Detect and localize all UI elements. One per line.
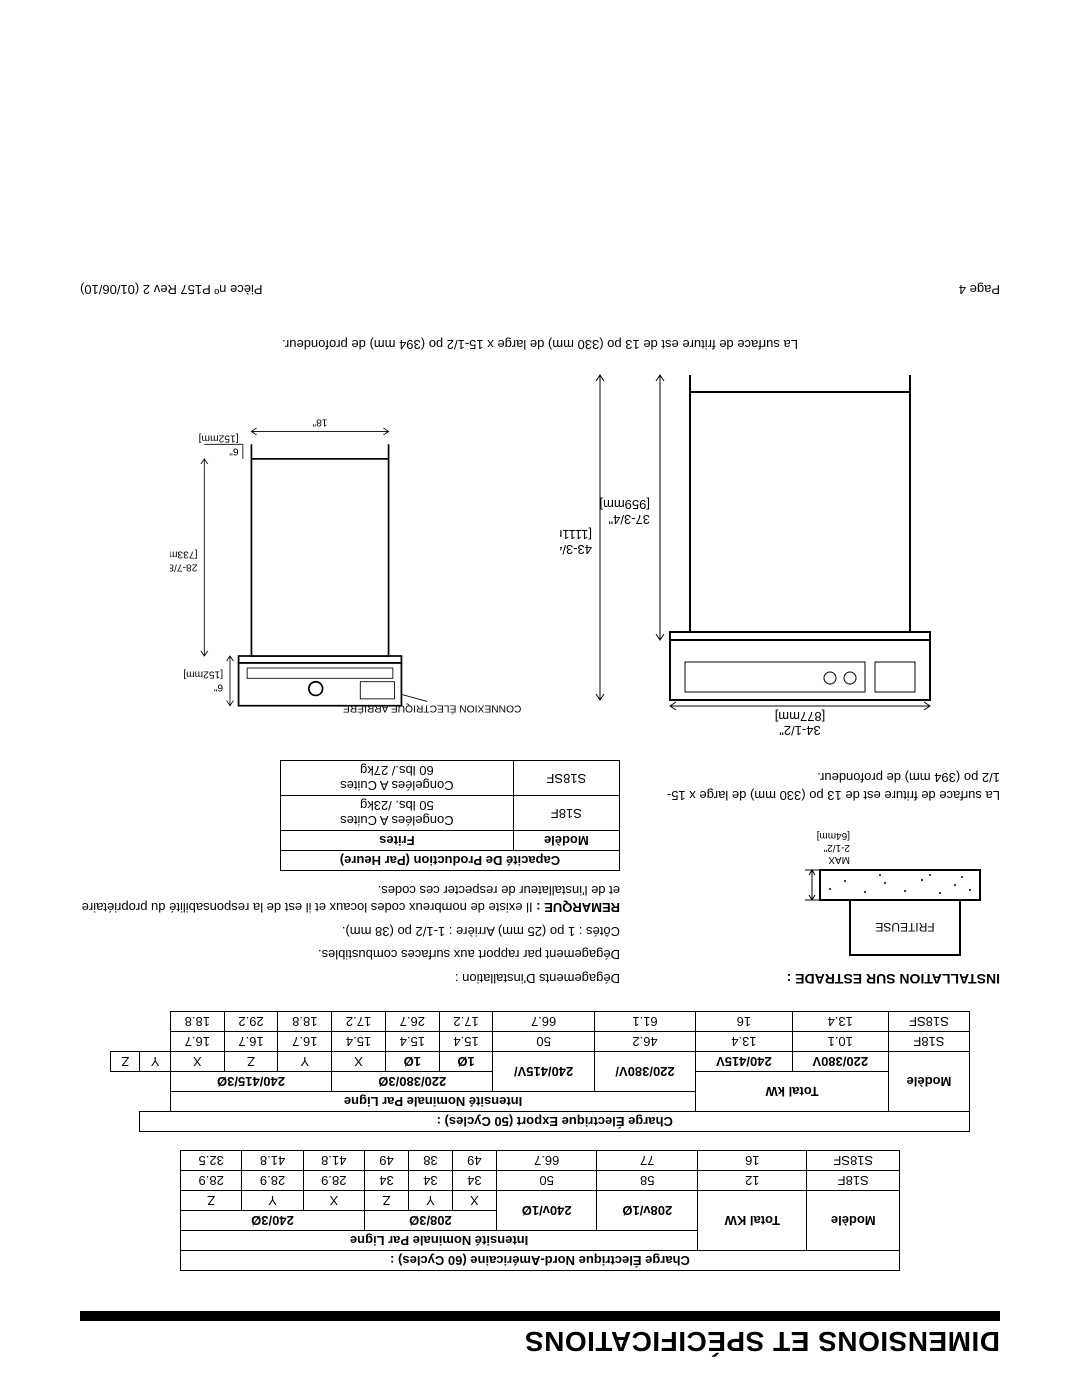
table-50-cycles: Charge Électrique Export (50 Cycles) : M… <box>110 1011 970 1132</box>
t50-model-h: Modèle <box>888 1052 969 1112</box>
t60-v4: 240/3Ø <box>181 1211 365 1231</box>
svg-text:6": 6" <box>229 446 239 457</box>
svg-text:[877mm]: [877mm] <box>775 709 826 724</box>
surface-note-short: La surface de friture est de 13 po (330 … <box>660 769 1000 804</box>
svg-text:FRITEUSE: FRITEUSE <box>875 920 934 934</box>
table-row: S18SF Congelées A Cuites60 lbs./ 27kg <box>281 761 620 796</box>
heading-rule <box>80 1311 1000 1321</box>
t60-kw-h: Total KW <box>698 1191 807 1251</box>
clearance-1: Dégagements D'installation : <box>80 969 620 987</box>
back-view-diagram: CONNEXION ÉLECTRIQUE ARRIÈRE 6" [152mm] … <box>170 415 530 741</box>
t50-title: Charge Électrique Export (50 Cycles) : <box>140 1112 970 1132</box>
t60-z2: Z <box>181 1191 242 1211</box>
svg-text:2-1/2": 2-1/2" <box>823 842 850 853</box>
footer-rev: Pièce nº P157 Rev 2 (01/06/10) <box>80 282 263 297</box>
page-heading: DIMENSIONS ET SPÉCIFICATIONS <box>80 1325 1000 1357</box>
estrade-diagram: FRITEUSE MAX 2-1/2" [64mm] <box>800 815 1000 965</box>
table-row: S18SF 13.416 61.166.7 17.226.717.2 18.82… <box>111 1012 970 1032</box>
t60-v3: 208/3Ø <box>365 1211 497 1231</box>
footer-page: Page 4 <box>959 282 1000 297</box>
t50-sub: Intensité Nominale Par Ligne <box>170 1092 695 1112</box>
t50-v1: 220/380V/ <box>594 1052 695 1092</box>
t50-s1: 220/380V <box>792 1052 888 1072</box>
t60-z1: Z <box>365 1191 409 1211</box>
table-row: S18F12 5850 343434 28.928.928.9 <box>181 1171 900 1191</box>
t60-v1: 208v/1Ø <box>597 1191 698 1231</box>
svg-text:[959mm]: [959mm] <box>599 497 650 512</box>
svg-text:6": 6" <box>213 682 223 693</box>
svg-text:[733mm]: [733mm] <box>170 549 197 560</box>
t60-v2: 240v/1Ø <box>496 1191 597 1231</box>
svg-text:18": 18" <box>312 417 327 428</box>
clearance-2: Dégagement par rapport aux surfaces comb… <box>80 946 620 964</box>
svg-text:37-3/4": 37-3/4" <box>608 512 650 527</box>
side-view-diagram: 34-1/2" [877mm] 37-3/4" [959mm] <box>560 360 1000 740</box>
svg-text:[64mm]: [64mm] <box>816 830 850 841</box>
t60-x2: X <box>303 1191 364 1211</box>
table-row: S18F 10.113.4 46.250 15.415.415.4 16.716… <box>111 1032 970 1052</box>
t50-kw-h: Total kW <box>696 1072 889 1112</box>
t60-y2: Y <box>242 1191 303 1211</box>
t50-s2: 240/415V <box>696 1052 792 1072</box>
svg-text:MAX: MAX <box>828 854 850 865</box>
clearance-3: Côtés : 1 po (25 mm) Arrière : 1-1/2 po … <box>80 922 620 940</box>
surface-note-long: La surface de friture est de 13 po (330 … <box>80 337 1000 352</box>
svg-text:43-3/4": 43-3/4" <box>560 542 592 557</box>
t50-v4: 240/415/3Ø <box>170 1072 331 1092</box>
t60-model-h: Modèle <box>807 1191 900 1251</box>
cap-h-model: Modèle <box>513 831 619 851</box>
remark-label: REMARQUE : <box>536 900 620 915</box>
svg-text:[152mm]: [152mm] <box>198 433 238 444</box>
table-row: S18SF16 7766.7 493849 41.841.832.5 <box>181 1151 900 1171</box>
cap-title: Capacité De Production (Par Heure) <box>281 851 620 871</box>
remark-para: REMARQUE : Il existe de nombreux codes l… <box>80 881 620 916</box>
t50-p2: 1Ø <box>385 1052 439 1072</box>
install-heading: INSTALLATION SUR ESTRADE : <box>660 971 1000 987</box>
svg-text:[457mm]: [457mm] <box>300 415 340 416</box>
t60-title: Charge Électrique Nord-Américaine (60 Cy… <box>181 1251 900 1271</box>
table-row: S18F Congelées A Cuites50 lbs. /23kg <box>281 796 620 831</box>
cap-h-frites: Frites <box>281 831 514 851</box>
t50-p1: 1Ø <box>439 1052 493 1072</box>
capacity-table: Capacité De Production (Par Heure) Modèl… <box>280 760 620 871</box>
t50-v3: 220/380/3Ø <box>332 1072 493 1092</box>
svg-text:34-1/2": 34-1/2" <box>779 723 821 738</box>
svg-text:[152mm]: [152mm] <box>183 669 223 680</box>
t60-y1: Y <box>408 1191 452 1211</box>
t50-v2: 240/415V/ <box>493 1052 594 1092</box>
table-60-cycles: Charge Électrique Nord-Américaine (60 Cy… <box>180 1150 900 1271</box>
t60-x1: X <box>452 1191 496 1211</box>
t60-sub: Intensité Nominale Par Ligne <box>181 1231 698 1251</box>
svg-text:[1111mm]: [1111mm] <box>560 527 592 542</box>
svg-text:28-7/8": 28-7/8" <box>170 562 197 573</box>
